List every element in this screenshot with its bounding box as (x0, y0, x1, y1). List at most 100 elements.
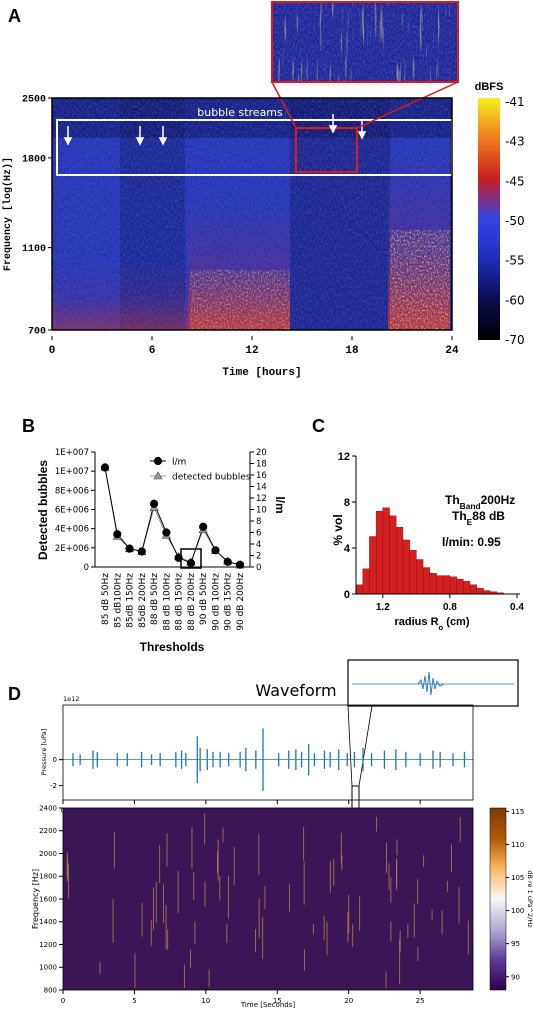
y-tick-label: 2000 (39, 850, 57, 858)
colorbar-tick-label: -70 (505, 333, 525, 347)
x-tick-label: 5 (132, 997, 136, 1005)
x-tick-label: 88 dB 100Hz (162, 573, 172, 631)
zoom-box (295, 127, 358, 173)
annotation-part: Th (445, 493, 460, 507)
y-tick-label: 10 (256, 505, 267, 515)
colorbar-tick-label: -43 (505, 135, 525, 149)
bar (355, 584, 363, 595)
colorbar-tick-label: -55 (505, 254, 525, 268)
x-tick-label: 90 dB 50Hz (199, 573, 209, 625)
annotation: ThE88 dB (452, 509, 505, 527)
bar (396, 527, 404, 595)
y-tick-label: 1800 (22, 154, 46, 165)
y-tick-label: 1800 (39, 873, 57, 881)
x-axis-title: Time [hours] (222, 367, 301, 379)
waveform-inset (347, 659, 519, 815)
colorbar (489, 807, 507, 991)
bar (422, 567, 430, 595)
zoom-inset (271, 1, 459, 83)
x-tick-label: 0 (61, 997, 65, 1005)
x-tick-label: 85dB 150Hz (126, 573, 136, 628)
bar (449, 576, 457, 595)
x-tick-label: 85 dB100Hz (113, 573, 123, 628)
y-tick-label: 800 (44, 986, 57, 994)
y-axis-title: % vol (331, 514, 345, 545)
callout-line (271, 81, 297, 129)
bar (469, 584, 477, 595)
y-tick-label: 700 (28, 327, 46, 338)
bar (382, 507, 390, 595)
spectrogram-image (52, 98, 452, 330)
y-tick-label: 20 (256, 448, 267, 458)
axis-offset: 1e12 (63, 695, 79, 703)
x-tick-label: 15 (273, 997, 282, 1005)
point (186, 558, 196, 568)
y-tick-label: 2500 (22, 95, 46, 106)
x-tick-label: 24 (445, 345, 459, 357)
bar (362, 568, 370, 595)
y-tick-label: 8 (344, 497, 350, 509)
x-tick-label: 0.4 (510, 602, 524, 613)
point (235, 560, 245, 569)
arrows (63, 114, 367, 146)
y-tick-label: 1E+007 (55, 467, 89, 477)
axes (94, 452, 251, 568)
bar (416, 559, 424, 595)
point (113, 530, 122, 539)
y-axis-title: Detected bubbles (36, 460, 50, 560)
legend-marker (153, 456, 163, 466)
y-tick-label: 1600 (39, 895, 57, 903)
point (100, 463, 110, 472)
colorbar-title: dB re 1 uPa^2/Hz (526, 870, 533, 928)
y-tick-label: 1000 (39, 964, 57, 972)
bar (456, 578, 464, 595)
legend-label: detected bubbles (172, 473, 251, 483)
bar (443, 575, 451, 595)
y-tick-label: 0 (84, 563, 89, 573)
x-tick-label: 1.2 (376, 602, 390, 613)
y-tick-label: 1400 (39, 918, 57, 926)
y-tick-label: 2E+006 (55, 544, 89, 554)
bar (375, 511, 384, 595)
y-tick-label: 0 (53, 756, 57, 764)
bar (476, 588, 484, 595)
x-tick-label: 88 dB 50Hz (150, 573, 160, 625)
x-tick-label: 90 dB 150Hz (224, 573, 234, 631)
y2-axis-title: l/m (273, 496, 287, 513)
y-tick-label: -2 (50, 782, 57, 790)
x-tick-label: 90 dB 200Hz (236, 573, 246, 631)
annotation-part: l/min: 0.95 (442, 535, 501, 549)
y-tick-label: 2400 (39, 804, 57, 812)
annotation: bubble streams (197, 106, 283, 119)
x-tick-label: 20 (344, 997, 353, 1005)
y-tick-label: 4 (344, 543, 351, 555)
spectrogram-image (63, 808, 473, 990)
callout-line (356, 81, 459, 129)
panel-label: A (8, 6, 21, 26)
x-axis-title-part: o (439, 623, 444, 632)
x-axis-title: Thresholds (140, 640, 205, 654)
point (223, 557, 232, 566)
y-axis-title: Pressure [uPa] (40, 729, 48, 776)
x-tick-label: 85 dB 50Hz (101, 573, 111, 625)
y-tick-label: 1E+007 (55, 448, 89, 458)
y-tick-label: 12 (256, 494, 267, 504)
bar (436, 575, 444, 595)
y-tick-label: 6E+006 (55, 505, 89, 515)
x-tick-label: 90 dB 100Hz (211, 573, 221, 631)
x-tick-label: 25 (416, 997, 425, 1005)
colorbar-tick-label: 95 (511, 940, 520, 948)
bar (402, 539, 410, 595)
colorbar-title: dBFS (475, 81, 504, 93)
x-tick-label: 0 (49, 345, 56, 357)
bar (369, 536, 377, 595)
point (211, 546, 220, 555)
x-tick-label: 88 dB 200Hz (187, 573, 197, 631)
y-axis-title: Frequency [Hz] (31, 869, 40, 929)
colorbar-tick-label: -45 (505, 174, 525, 188)
y-tick-label: 8E+006 (55, 486, 89, 496)
panel-label: D (8, 684, 21, 704)
bar (429, 573, 437, 595)
x-axis-title-part: (cm) (443, 616, 470, 628)
